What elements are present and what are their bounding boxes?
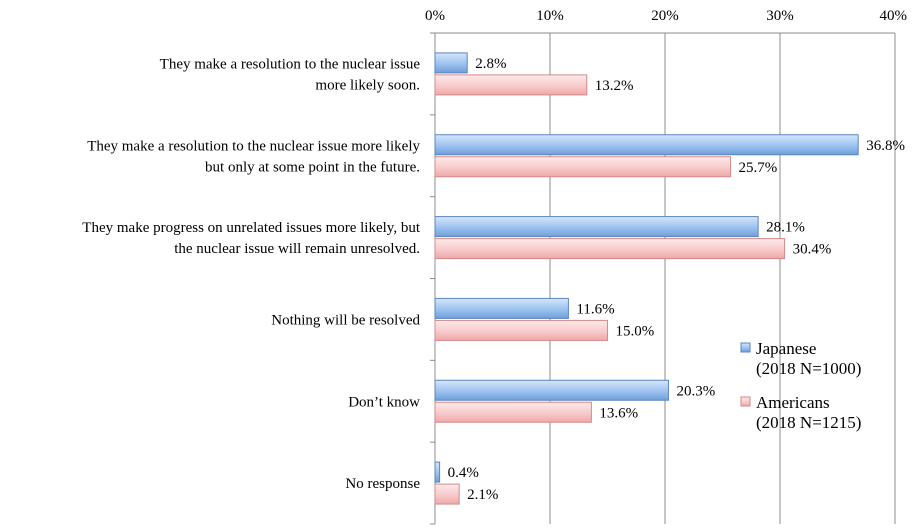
x-tick-label: 30%	[766, 8, 794, 24]
data-label: 13.6%	[599, 405, 638, 421]
data-label: 2.8%	[475, 56, 506, 72]
x-tick-label: 20%	[651, 8, 679, 24]
legend: Japanese(2018 N=1000) Americans(2018 N=12…	[740, 339, 861, 432]
data-label: 11.6%	[576, 301, 614, 317]
data-label: 20.3%	[676, 383, 715, 399]
category-label: They make a resolution to the nuclear is…	[160, 56, 421, 72]
legend-sublabel: (2018 N=1000)	[756, 359, 861, 378]
grid-lines	[430, 32, 896, 525]
category-labels: They make a resolution to the nuclear is…	[82, 56, 421, 492]
bar-japanese	[434, 134, 859, 156]
data-label: 36.8%	[866, 138, 905, 154]
legend-label: Americans	[756, 393, 830, 412]
x-tick-label: 10%	[536, 8, 564, 24]
category-label: They make a resolution to the nuclear is…	[87, 138, 420, 154]
data-label: 30.4%	[793, 242, 832, 258]
x-axis-ticks: 0% 10% 20% 30% 40%	[425, 8, 907, 24]
bars	[434, 52, 859, 505]
bar-americans	[434, 319, 608, 341]
legend-label: Japanese	[756, 339, 816, 358]
legend-swatch	[740, 342, 751, 353]
legend-sublabel: (2018 N=1215)	[756, 413, 861, 432]
category-label: the nuclear issue will remain unresolved…	[174, 241, 420, 257]
category-label: but only at some point in the future.	[205, 159, 420, 175]
bar-japanese	[434, 52, 468, 74]
x-tick-label: 40%	[880, 8, 908, 24]
data-label: 0.4%	[448, 465, 479, 481]
data-labels: 2.8% 13.2% 36.8% 25.7% 28.1% 30.4% 11.6%15.0% 2…	[448, 56, 905, 503]
category-label: No response	[345, 476, 420, 492]
legend-swatch	[740, 396, 751, 407]
data-label: 13.2%	[595, 78, 634, 94]
bar-japanese	[434, 461, 441, 483]
bar-americans	[434, 401, 592, 423]
data-label: 15.0%	[616, 323, 655, 339]
bar-americans	[434, 74, 588, 96]
x-tick-label: 0%	[425, 8, 445, 24]
bar-japanese	[434, 216, 759, 238]
data-label: 28.1%	[766, 220, 805, 236]
category-label: Nothing will be resolved	[271, 312, 420, 328]
bar-americans	[434, 238, 786, 260]
bar-americans	[434, 483, 460, 505]
bar-americans	[434, 156, 732, 178]
data-label: 2.1%	[467, 487, 498, 503]
bar-japanese	[434, 379, 669, 401]
category-label: more likely soon.	[315, 77, 420, 93]
category-label: Don’t know	[348, 394, 420, 410]
data-label: 25.7%	[739, 160, 778, 176]
category-label: They make progress on unrelated issues m…	[82, 220, 421, 236]
bar-japanese	[434, 297, 569, 319]
